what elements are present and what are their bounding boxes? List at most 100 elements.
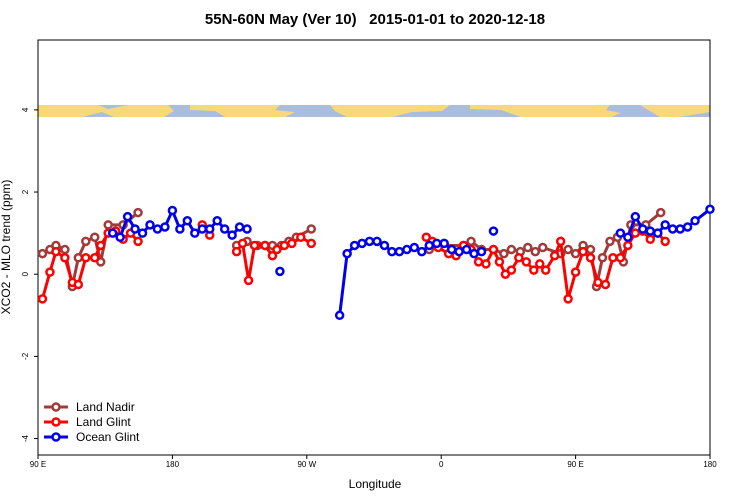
y-tick-label: 4 — [21, 107, 30, 112]
point — [521, 257, 532, 267]
y-axis-label: XCO2 - MLO trend (ppm) — [0, 180, 13, 315]
point — [231, 246, 242, 257]
point — [469, 248, 479, 259]
point — [349, 240, 360, 251]
legend-marker — [51, 432, 61, 442]
point — [115, 232, 125, 242]
point — [570, 267, 581, 277]
point — [379, 240, 390, 251]
point — [237, 238, 248, 249]
x-tick-label: 0 — [439, 460, 444, 469]
point — [540, 265, 551, 275]
point — [597, 253, 608, 263]
point — [667, 224, 678, 234]
point — [219, 224, 230, 234]
point — [593, 277, 603, 288]
point — [107, 228, 118, 238]
point — [197, 224, 208, 234]
x-tick-label: 90 E — [567, 460, 583, 469]
point — [638, 224, 648, 234]
point — [342, 248, 352, 259]
point — [630, 228, 641, 238]
legend-label: Land Glint — [76, 415, 131, 429]
point — [81, 236, 91, 247]
point — [500, 269, 511, 279]
point — [145, 220, 155, 230]
point — [608, 253, 618, 263]
point — [249, 240, 260, 251]
point — [424, 240, 435, 251]
point — [585, 253, 596, 263]
point — [630, 211, 641, 222]
point — [89, 232, 100, 242]
legend-label: Land Nadir — [76, 400, 135, 414]
point — [645, 226, 656, 236]
point — [446, 244, 457, 255]
point — [402, 244, 412, 255]
y-tick-label: 2 — [21, 189, 30, 194]
point — [81, 253, 91, 263]
point — [334, 310, 345, 321]
point — [133, 236, 143, 247]
point — [682, 222, 693, 232]
point — [133, 207, 143, 218]
point — [306, 238, 317, 249]
point — [243, 275, 254, 286]
chart-title: 55N-60N May (Ver 10) 2015-01-01 to 2020-… — [205, 11, 545, 28]
point — [645, 234, 656, 245]
point — [615, 253, 626, 263]
point — [523, 242, 533, 253]
point — [481, 259, 491, 269]
point — [60, 253, 70, 263]
point — [529, 265, 539, 275]
point — [570, 248, 581, 259]
point — [242, 224, 252, 234]
point — [372, 236, 382, 247]
point — [555, 236, 566, 247]
point — [73, 279, 84, 290]
point — [466, 236, 476, 247]
point — [275, 266, 285, 277]
point — [563, 244, 573, 255]
point — [272, 244, 282, 255]
point — [421, 232, 432, 242]
legend-label: Ocean Glint — [76, 430, 140, 444]
point — [530, 246, 541, 257]
point — [296, 232, 306, 242]
point — [279, 240, 290, 251]
point — [514, 253, 524, 263]
point — [549, 250, 560, 261]
point — [306, 224, 317, 234]
point — [95, 257, 106, 267]
point — [417, 246, 427, 257]
point — [615, 228, 626, 238]
point — [476, 246, 487, 257]
point — [600, 279, 611, 290]
point — [152, 224, 163, 234]
point — [122, 211, 133, 222]
point — [409, 242, 420, 253]
point — [387, 246, 397, 257]
point — [95, 240, 106, 251]
point — [623, 240, 633, 251]
point — [190, 228, 200, 238]
point — [506, 265, 517, 275]
point — [89, 253, 100, 263]
point — [690, 216, 700, 226]
point — [204, 224, 215, 234]
point — [623, 232, 633, 242]
point — [160, 222, 170, 232]
point — [167, 205, 178, 216]
point — [431, 238, 442, 249]
point — [364, 236, 375, 247]
point — [655, 207, 666, 218]
point — [45, 267, 55, 277]
point — [652, 228, 663, 238]
point — [182, 216, 193, 226]
point — [175, 224, 185, 234]
point — [660, 220, 670, 230]
point — [488, 226, 499, 236]
point — [605, 236, 615, 247]
x-tick-label: 180 — [166, 460, 180, 469]
